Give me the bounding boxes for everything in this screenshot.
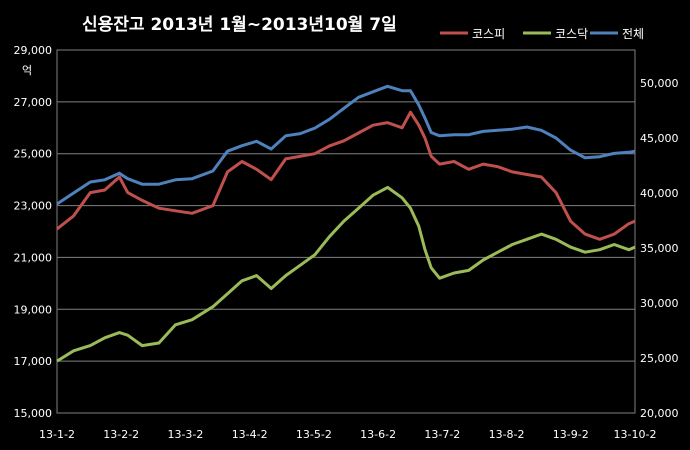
x-tick-label: 13-2-2 — [103, 428, 139, 441]
chart-title: 신용잔고 2013년 1월~2013년10월 7일 — [82, 15, 397, 35]
x-tick-label: 13-8-2 — [489, 428, 525, 441]
right-tick-label: 30,000 — [640, 297, 679, 310]
x-tick-label: 13-1-2 — [39, 428, 75, 441]
right-tick-label: 40,000 — [640, 187, 679, 200]
left-tick-label: 23,000 — [14, 200, 53, 213]
right-tick-label: 45,000 — [640, 132, 679, 145]
x-tick-label: 13-4-2 — [232, 428, 268, 441]
x-tick-label: 13-10-2 — [614, 428, 657, 441]
left-tick-label: 15,000 — [14, 407, 53, 420]
left-tick-label: 19,000 — [14, 303, 53, 316]
plot-area — [56, 49, 636, 414]
right-tick-label: 25,000 — [640, 352, 679, 365]
x-axis-ticks: 13-1-2 13-2-2 13-3-2 13-4-2 13-5-2 13-6-2 13-7… — [39, 428, 656, 441]
legend-label: 전체 — [622, 27, 644, 41]
x-tick-label: 13-9-2 — [553, 428, 589, 441]
x-tick-label: 13-7-2 — [424, 428, 460, 441]
left-axis-unit: 억 — [22, 64, 32, 77]
left-tick-label: 21,000 — [14, 251, 53, 264]
left-tick-label: 25,000 — [14, 148, 53, 161]
series-line-1 — [56, 185, 636, 363]
x-tick-label: 13-3-2 — [167, 428, 203, 441]
legend-label: 코스닥 — [555, 27, 588, 41]
left-tick-label: 27,000 — [14, 96, 53, 109]
x-tick-label: 13-6-2 — [360, 428, 396, 441]
left-tick-label: 29,000 — [14, 44, 53, 57]
right-axis-ticks: 20,000 25,000 30,000 35,000 40,000 45,000 50,0… — [640, 77, 679, 420]
right-tick-label: 20,000 — [640, 407, 679, 420]
right-tick-label: 35,000 — [640, 242, 679, 255]
series-line-0 — [56, 110, 636, 241]
legend: 코스피 코스닥 전체 — [440, 27, 644, 41]
legend-label: 코스피 — [472, 27, 505, 41]
left-axis-ticks: 15,000 17,000 19,000 21,000 23,000 25,000 27,0… — [14, 44, 53, 420]
right-tick-label: 50,000 — [640, 77, 679, 90]
series-lines — [56, 84, 636, 363]
x-tick-label: 13-5-2 — [296, 428, 332, 441]
left-tick-label: 17,000 — [14, 355, 53, 368]
series-line-2 — [56, 84, 636, 206]
